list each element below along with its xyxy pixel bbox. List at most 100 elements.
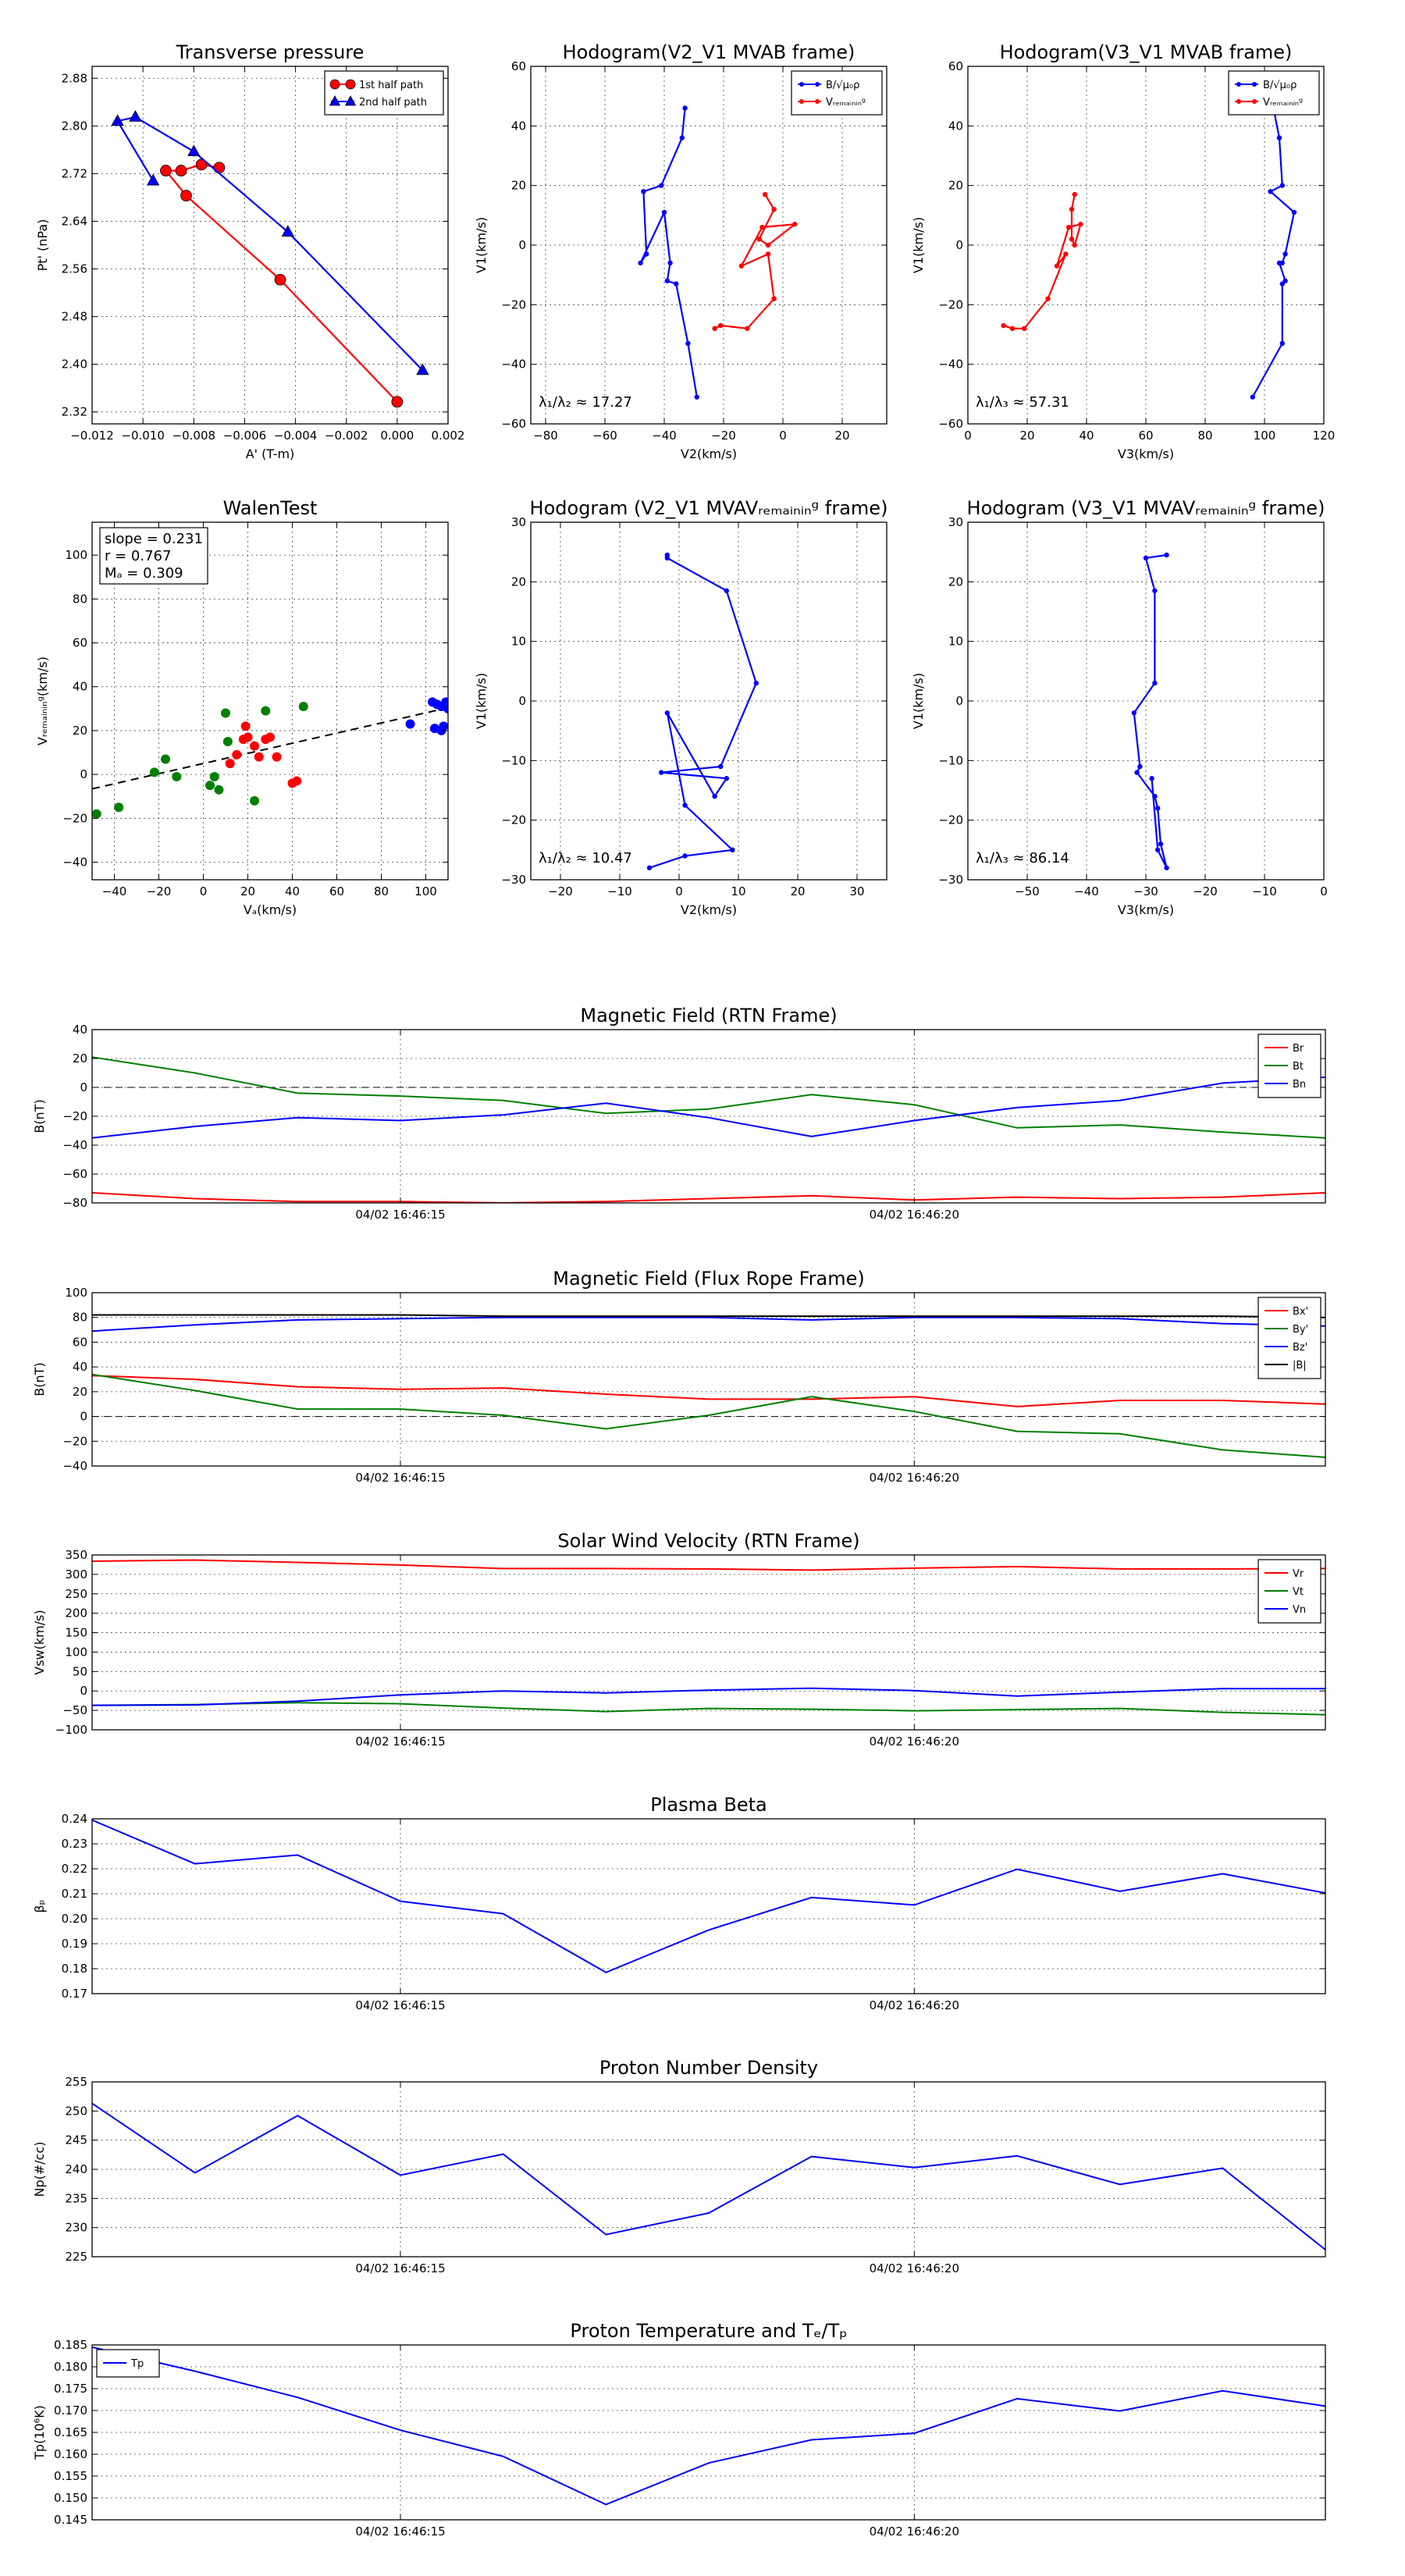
tick-label-y: −10 [938,753,963,767]
data-point [1045,296,1051,301]
tick-label-x: 20 [240,884,255,898]
tick-label-y: −80 [62,1196,87,1210]
legend-marker [345,79,356,90]
tick-label-y: −50 [62,1703,87,1717]
data-point [1134,770,1140,775]
tick-label-y: −20 [501,297,526,311]
series-line [92,1702,1325,1716]
data-point [292,776,302,786]
data-point [1152,680,1158,686]
tick-label-y: 40 [73,680,87,694]
chart-title: Hodogram (V3_V1 MVAVᵣₑₘₐᵢₙᵢₙᵍ frame) [967,497,1325,519]
tick-label-y: 2.80 [62,119,87,133]
ratio-annotation: λ₁/λ₂ ≈ 17.27 [539,394,632,411]
data-point [92,809,101,819]
chart-title: Proton Temperature and Tₑ/Tₚ [570,2320,847,2342]
tick-label-x: −0.006 [223,429,267,443]
y-axis-label: B(nT) [32,1099,47,1133]
grid [968,522,1324,880]
tick-label-y: 80 [73,592,87,606]
x-axis-label: Vₐ(km/s) [244,902,297,917]
data-point [712,793,717,799]
tick-label-y: 20 [73,1385,87,1399]
y-axis-label: V1(km/s) [474,673,489,729]
data-point [1282,251,1288,257]
data-point [685,340,691,347]
tick-label-x: −10 [607,884,632,898]
tick-label-y: −40 [62,1459,87,1473]
x-axis-label: V3(km/s) [1118,902,1174,917]
data-point [1072,191,1078,197]
data-point [111,114,124,126]
y-axis-label: βₚ [32,1899,47,1912]
chart-walen: −40 −20 0 20 40 60 80 100 −40 −20 0 20 40 60 80 100 Wale… [35,497,449,917]
data-point [679,135,685,141]
tick-label-y: 50 [73,1664,87,1678]
tick-label-y: 20 [511,575,526,589]
grid [92,66,448,424]
tick-label-y: 235 [65,2191,87,2205]
tick-label-x: 40 [1079,429,1094,443]
legend-label: Vn [1293,1604,1306,1616]
data-point [221,708,230,718]
legend-label: |B| [1293,1360,1307,1372]
tick-label-y: 0 [80,767,87,781]
tick-label-y: 100 [65,548,87,562]
tick-label-y: 10 [948,635,963,649]
tick-label-y: 300 [65,1567,87,1582]
tick-label-x: 04/02 16:46:15 [355,1471,445,1485]
data-point [745,326,750,332]
series-line [92,1314,1325,1318]
legend: Bx' By' Bz' |B| [1257,1297,1321,1379]
chart-bflux: 04/02 16:46:15 04/02 16:46:20 −40 −20 0 20 40 6… [32,1268,1326,1485]
tick-label-x: 80 [374,884,389,898]
data-point [447,705,448,708]
legend-marker [1252,82,1257,87]
data-point [664,555,670,560]
grid [92,1293,1325,1466]
tick-label-x: 20 [790,884,805,898]
data-point [213,162,226,174]
tick-label-y: 0.24 [62,1812,87,1826]
tick-label-x: −0.002 [325,429,368,443]
series-line [92,2346,1325,2506]
data-point [129,110,142,122]
data-point [1279,281,1286,286]
data-point [664,278,670,283]
tick-label-x: 20 [1019,429,1034,443]
chart-title: Hodogram(V3_V1 MVAB frame) [1000,41,1293,63]
legend-marker [329,95,341,106]
tick-label-y: 0.180 [54,2360,87,2374]
legend-marker [1252,99,1257,104]
data-point [1276,135,1282,141]
tick-label-y: 60 [948,59,963,73]
data-area [92,1559,1325,1716]
legend-label: Bx' [1293,1306,1308,1318]
tick-label-x: −20 [147,884,172,898]
legend-frame [1228,70,1320,116]
tick-label-y: 0.18 [62,1962,87,1976]
tick-label-x: 0.000 [380,429,414,443]
tick-label-y: 100 [65,1286,87,1300]
tick-label-y: 0.20 [62,1912,87,1926]
tick-label-y: 2.64 [62,214,87,228]
tick-label-x: 04/02 16:46:15 [355,1208,445,1222]
data-point [405,719,415,729]
chart-vsw: 04/02 16:46:15 04/02 16:46:20 −100 −50 0 50 10… [32,1530,1326,1749]
y-axis-label: V1(km/s) [911,673,926,729]
legend-marker [329,79,340,90]
tick-label-x: 80 [1197,429,1212,443]
chart-title: Transverse pressure [176,41,365,63]
tick-label-x: −40 [102,884,127,898]
legend: 1st half path 2nd half path [324,70,444,116]
tick-label-x: −0.010 [121,429,165,443]
legend-marker [815,82,820,87]
data-area [92,1819,1325,1973]
data-point [1276,260,1282,266]
y-axis-label: Vsw(km/s) [32,1610,47,1674]
tick-label-y: 0 [518,238,526,252]
data-point [1250,394,1256,400]
data-point [114,802,124,813]
data-point [209,771,219,781]
series-line [92,1316,1325,1332]
